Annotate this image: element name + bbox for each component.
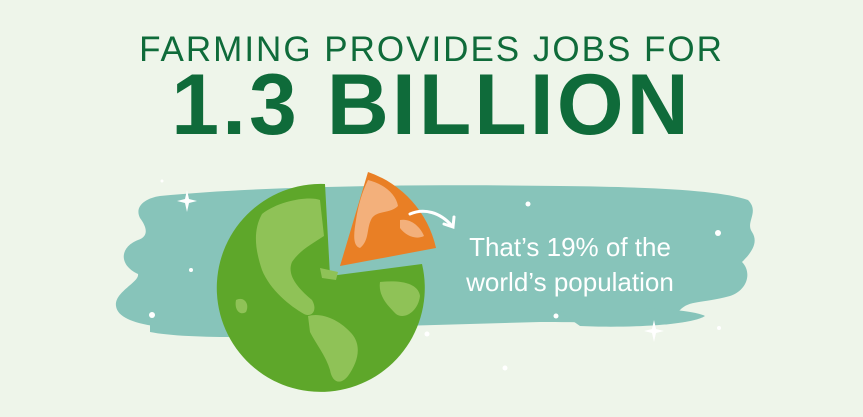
globe-icon xyxy=(216,183,425,392)
sparkle-icon xyxy=(149,179,721,371)
headline-figure: 1.3 BILLION xyxy=(171,57,692,153)
caption-line-2: world’s population xyxy=(466,267,674,297)
population-caption: That’s 19% of the world’s population xyxy=(440,230,700,300)
curved-arrow-icon xyxy=(408,209,456,230)
pie-slice-icon xyxy=(340,172,436,266)
caption-line-1: That’s 19% of the xyxy=(469,232,671,262)
headline-intro: FARMING PROVIDES JOBS FOR xyxy=(139,30,724,69)
